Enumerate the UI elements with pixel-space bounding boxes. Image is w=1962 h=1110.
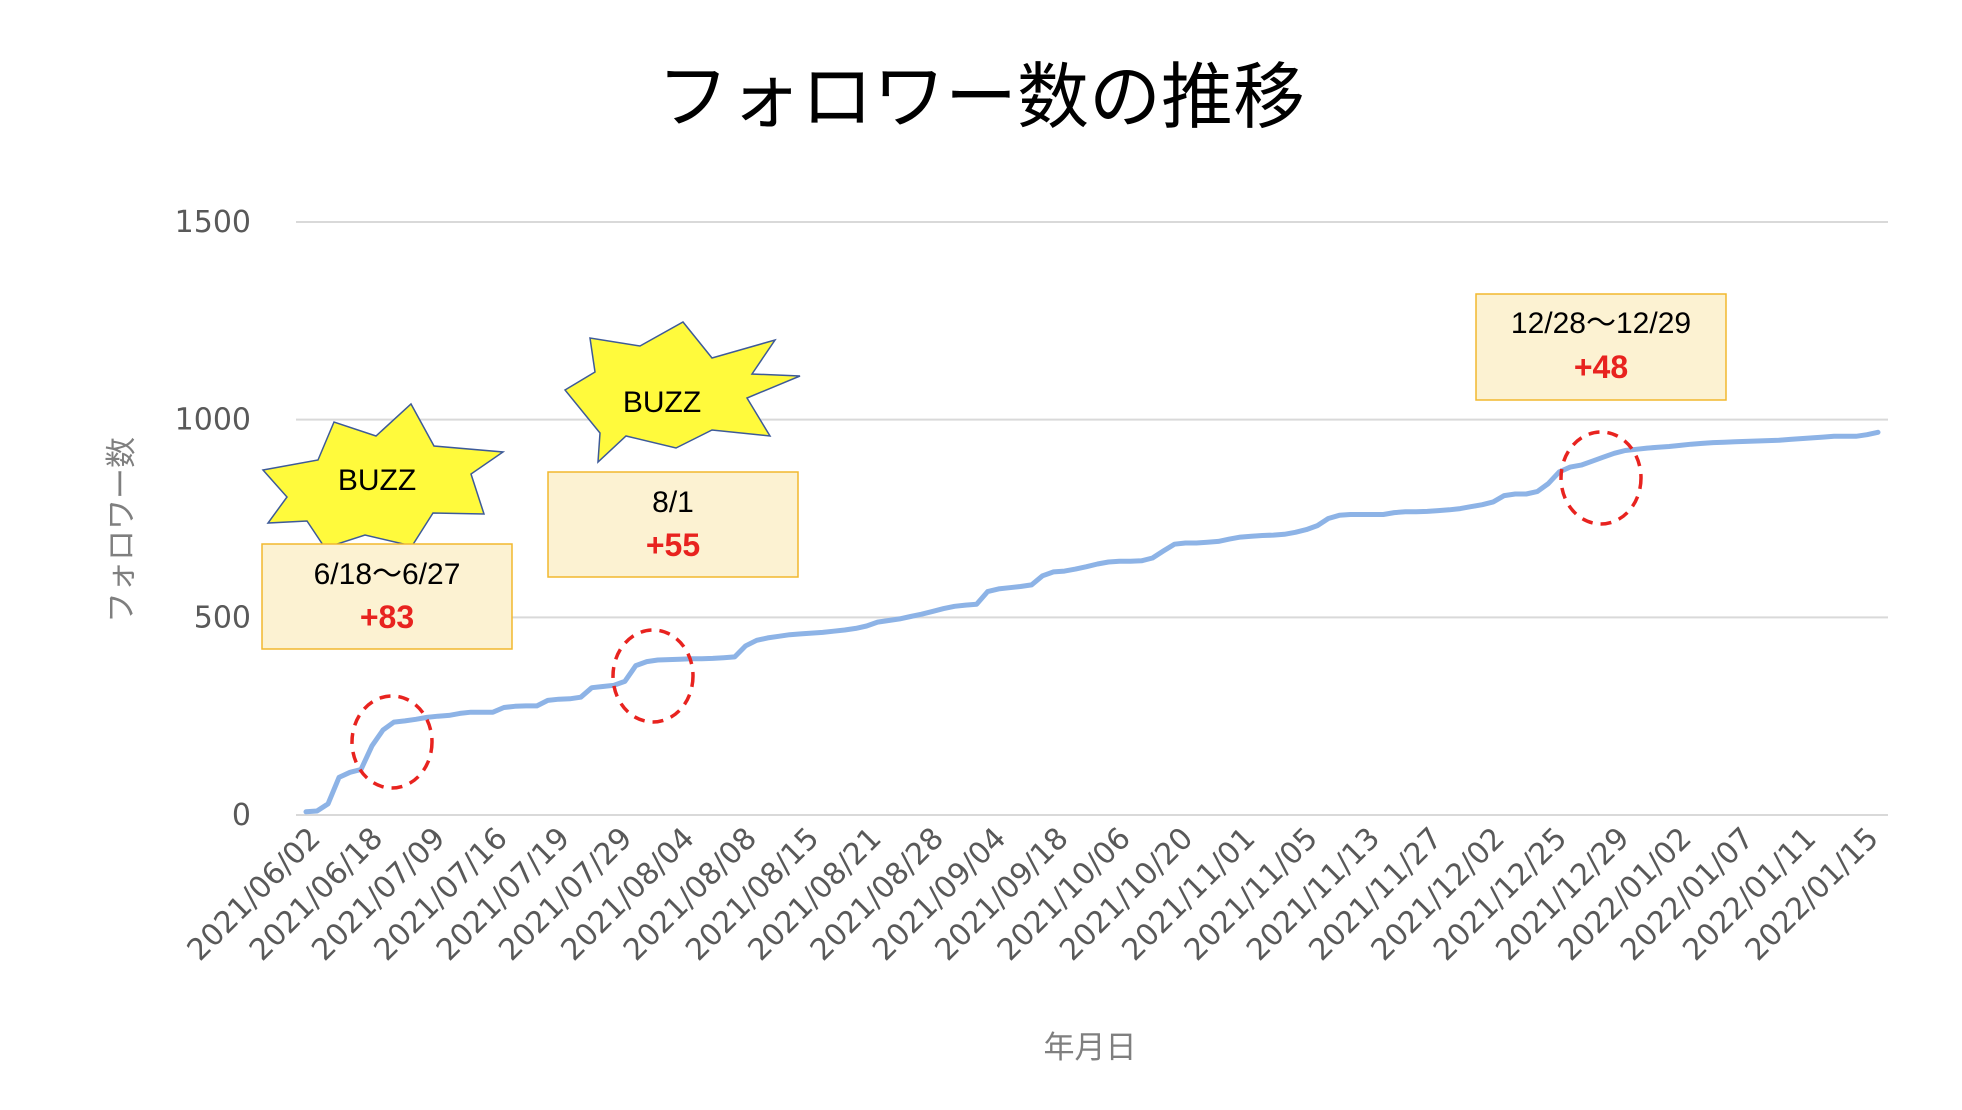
y-tick-label: 1500 — [175, 205, 251, 240]
buzz-label-2: BUZZ — [623, 386, 701, 419]
highlight-circle-1 — [350, 694, 434, 790]
y-tick-label: 0 — [232, 798, 251, 833]
callout-box-2 — [547, 471, 799, 578]
callout-date-1: 6/18〜6/27 — [314, 558, 461, 591]
annotation-2: BUZZ 8/1 +55 — [547, 321, 801, 724]
buzz-label-1: BUZZ — [338, 464, 416, 497]
y-gridlines — [296, 221, 1888, 619]
series-line — [303, 429, 1881, 815]
y-tick-labels: 0 500 1000 1500 — [175, 205, 251, 833]
chart-title: フォロワー数の推移 — [657, 55, 1305, 139]
annotation-3: 12/28〜12/29 +48 — [1475, 293, 1727, 526]
callout-date-3: 12/28〜12/29 — [1511, 307, 1691, 340]
annotation-1: BUZZ 6/18〜6/27 +83 — [261, 402, 513, 790]
highlight-circle-3 — [1559, 430, 1643, 526]
highlight-circle-2 — [611, 628, 695, 724]
callout-gain-1: +83 — [360, 599, 414, 635]
x-axis-title: 年月日 — [1044, 1030, 1137, 1066]
buzz-burst-2 — [563, 321, 801, 464]
callout-gain-3: +48 — [1574, 349, 1628, 385]
y-tick-label: 500 — [194, 600, 251, 635]
buzz-burst-1 — [261, 402, 506, 549]
callout-gain-2: +55 — [646, 527, 700, 563]
y-axis-title: フォロワー数 — [104, 437, 140, 623]
x-tick-labels: 2021/06/022021/06/182021/07/092021/07/16… — [181, 821, 1886, 968]
callout-box-3 — [1475, 293, 1727, 401]
callout-date-2: 8/1 — [652, 486, 694, 519]
y-tick-label: 1000 — [175, 403, 251, 438]
annotation-layer: BUZZ 6/18〜6/27 +83 BUZZ 8/1 +55 12/28〜12… — [261, 293, 1727, 790]
callout-box-1 — [261, 543, 513, 650]
